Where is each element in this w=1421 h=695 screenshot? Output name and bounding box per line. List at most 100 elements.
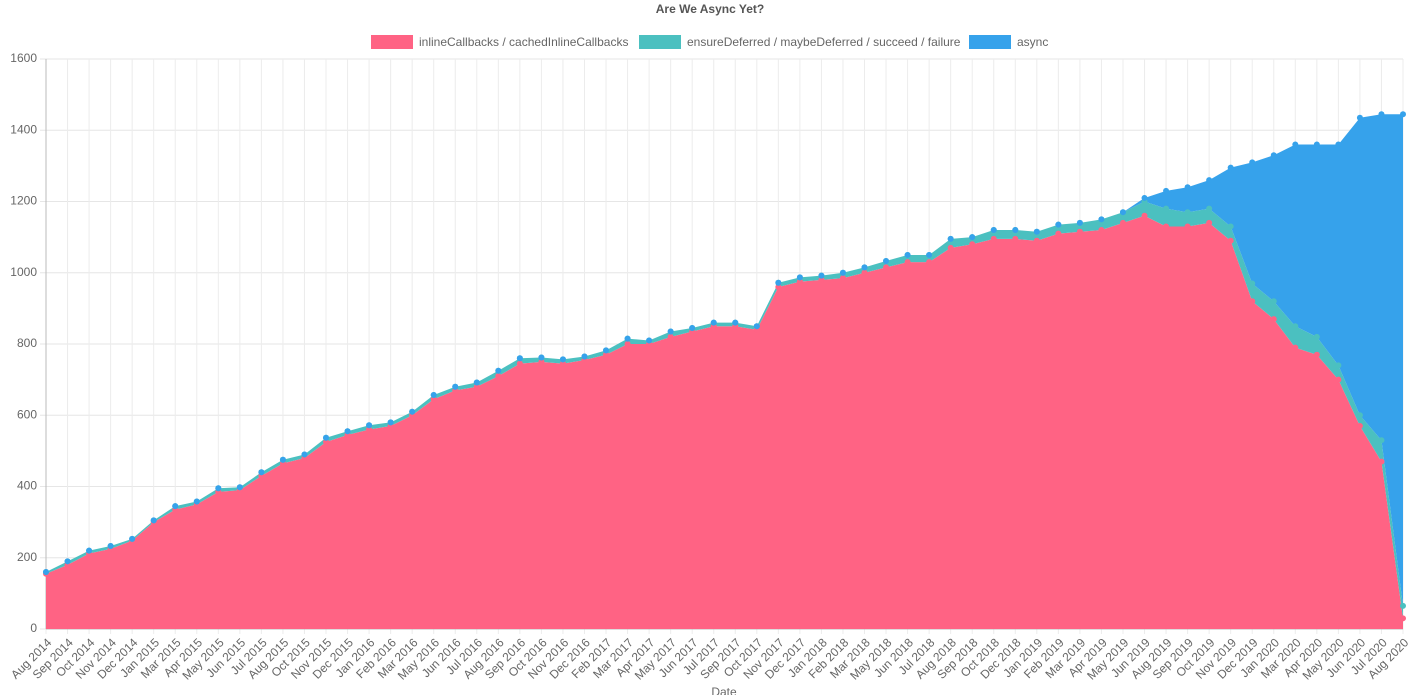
point [904,259,911,266]
point [1249,298,1256,305]
point [1055,230,1062,237]
point [1012,227,1019,233]
point [1184,223,1191,230]
y-tick-label: 1000 [10,265,37,279]
point [883,257,890,264]
point [1206,219,1213,226]
point [667,333,674,340]
legend-label: ensureDeferred / maybeDeferred / succeed… [687,35,961,49]
point [1055,221,1062,228]
legend-swatch [639,35,681,49]
point [1206,177,1213,184]
point [1184,209,1191,216]
point [732,319,739,326]
point [495,373,502,380]
point [796,278,803,285]
point [430,391,437,398]
point [559,360,566,367]
point [861,269,868,276]
point [1313,333,1320,340]
point [366,426,373,433]
point [603,351,610,358]
point [904,251,911,258]
point [64,558,71,565]
point [1141,194,1148,201]
point [1033,237,1040,244]
point [236,484,243,491]
point [1227,223,1234,230]
y-tick-label: 800 [17,336,37,350]
point [775,284,782,290]
point [1076,219,1083,226]
point [926,251,933,258]
point [1098,216,1105,223]
point [301,451,308,458]
point [1227,164,1234,171]
point [1249,159,1256,166]
point [1378,111,1385,118]
point [947,235,954,242]
y-tick-label: 0 [30,621,37,635]
point [1400,602,1406,609]
point [818,276,825,283]
point [473,379,480,386]
point [1163,205,1170,212]
point [947,244,954,251]
point [883,264,890,271]
point [990,227,997,233]
legend-label: async [1017,35,1048,49]
point [344,428,351,435]
point [1270,316,1277,323]
point [387,419,394,426]
point [818,272,825,279]
point [969,234,976,241]
point [624,335,631,342]
point [1119,219,1126,226]
point [1270,152,1277,159]
point [43,569,49,575]
point [1292,323,1299,330]
point [1356,422,1363,429]
y-tick-label: 1400 [10,122,37,136]
y-tick-label: 200 [17,550,37,564]
point [1356,114,1363,121]
point [1313,351,1320,358]
y-tick-label: 600 [17,407,37,421]
point [1076,228,1083,235]
point [538,354,545,361]
area [46,215,1403,629]
x-axis-label: Date [711,685,737,695]
point [1378,458,1385,465]
point [538,358,545,365]
point [172,503,179,510]
area [46,114,1403,606]
point [1335,376,1342,383]
point [689,324,696,331]
point [1335,141,1342,148]
point [1270,298,1277,305]
point [516,355,523,362]
y-tick-label: 1200 [10,194,37,208]
point [150,517,157,524]
point [516,360,523,367]
point [1163,223,1170,230]
point [129,535,136,542]
point [839,269,846,276]
point [1098,227,1105,233]
point [1163,187,1170,194]
point [1227,237,1234,244]
point [193,498,200,505]
chart-title: Are We Async Yet? [656,2,765,16]
point [861,264,868,271]
point [1335,362,1342,369]
point [646,337,653,344]
point [1033,228,1040,235]
point [409,408,416,415]
point [624,341,631,347]
point [990,235,997,242]
point [796,274,803,281]
point [753,323,760,330]
legend-swatch [969,35,1011,49]
point [107,542,114,549]
